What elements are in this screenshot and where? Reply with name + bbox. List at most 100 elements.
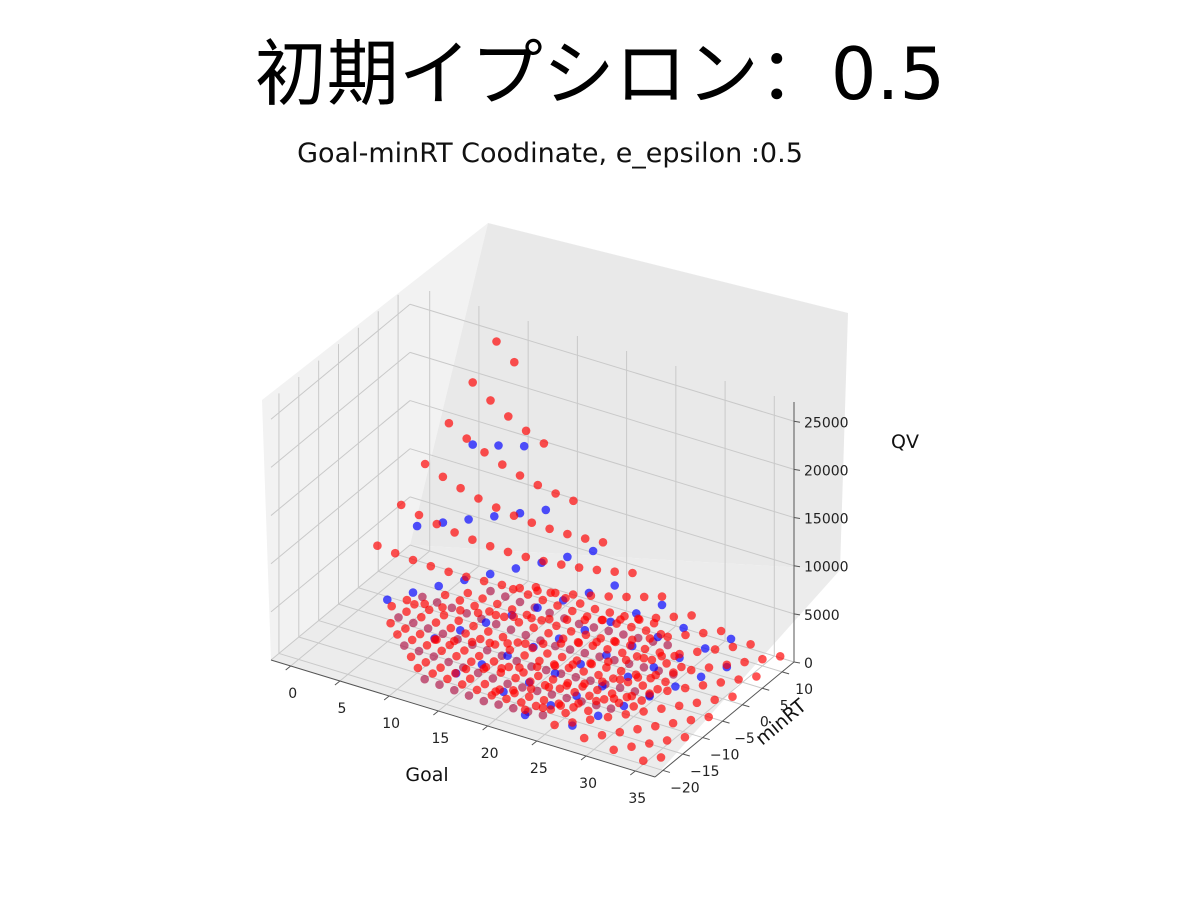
back-pane	[410, 223, 848, 570]
data-point	[545, 524, 554, 534]
data-point	[710, 695, 719, 705]
data-point	[589, 623, 599, 632]
data-point	[566, 627, 576, 636]
data-point	[479, 576, 489, 586]
data-point	[527, 518, 537, 527]
data-point	[538, 703, 548, 712]
data-point	[446, 623, 456, 633]
data-point	[521, 639, 530, 648]
data-point	[452, 651, 461, 661]
data-point	[501, 592, 510, 601]
data-point	[573, 637, 583, 647]
data-point	[563, 678, 573, 688]
data-point	[700, 644, 710, 653]
data-point	[716, 678, 726, 687]
data-point	[564, 663, 574, 673]
data-point	[509, 511, 519, 520]
z-tick-label: 10000	[804, 560, 849, 576]
data-point	[582, 612, 592, 621]
data-point	[462, 434, 472, 443]
z-tick-label: 20000	[804, 463, 849, 479]
y-tick-label: 10	[795, 682, 813, 698]
data-point	[680, 732, 690, 742]
data-point	[598, 677, 607, 686]
data-point	[592, 696, 601, 706]
x-tick-mark	[334, 680, 341, 686]
y-tick-mark	[722, 720, 730, 724]
y-tick-mark	[702, 737, 710, 741]
data-point	[418, 592, 427, 602]
data-point	[548, 675, 558, 684]
data-point	[581, 630, 591, 640]
data-point	[512, 656, 521, 666]
data-point	[728, 642, 738, 652]
data-point	[528, 643, 537, 653]
z-tick-mark	[793, 468, 801, 471]
x-axis-label: Goal	[405, 764, 448, 786]
data-point	[575, 599, 585, 608]
z-tick-mark	[793, 613, 801, 616]
data-point	[588, 546, 598, 556]
data-point	[568, 718, 577, 727]
data-point	[562, 693, 571, 703]
plot-title: Goal-minRT Coodinate, e_epsilon :0.5	[297, 138, 803, 169]
data-point	[515, 597, 525, 607]
data-point	[439, 610, 449, 620]
data-point	[538, 595, 548, 605]
data-point	[597, 730, 607, 740]
data-point	[461, 664, 471, 674]
y-tick-mark	[682, 753, 690, 757]
data-point	[520, 705, 530, 715]
y-tick-mark	[762, 687, 770, 691]
data-point	[547, 690, 557, 699]
data-point	[478, 594, 487, 603]
data-point	[622, 692, 632, 702]
data-point	[669, 668, 678, 677]
y-tick-mark	[662, 769, 671, 773]
data-point	[409, 618, 418, 628]
data-point	[515, 583, 524, 593]
data-point	[402, 595, 412, 605]
data-point	[504, 662, 514, 672]
data-point	[646, 673, 655, 683]
data-point	[485, 569, 495, 579]
data-point	[585, 715, 595, 724]
data-point	[579, 733, 589, 743]
data-point	[489, 657, 499, 666]
data-point	[509, 703, 518, 713]
data-point	[526, 684, 536, 694]
data-point	[593, 711, 603, 721]
data-point	[544, 628, 553, 638]
data-point	[635, 615, 644, 624]
y-tick-label: −5	[734, 731, 755, 747]
data-point	[540, 680, 550, 690]
x-tick-mark	[433, 710, 439, 716]
data-point	[457, 680, 467, 689]
data-point	[468, 535, 477, 544]
data-point	[444, 418, 454, 428]
data-point	[585, 691, 594, 701]
data-point	[421, 658, 431, 667]
data-point	[618, 648, 627, 658]
data-point	[568, 590, 578, 599]
data-point	[423, 624, 433, 633]
tick-labels: 05101520253035−20−15−10−5051005000100001…	[288, 415, 848, 807]
data-point	[562, 615, 572, 624]
data-point	[657, 704, 666, 713]
gridline-x	[290, 550, 431, 667]
data-point	[655, 648, 665, 657]
data-point	[485, 541, 495, 551]
data-point	[495, 685, 505, 694]
data-point	[539, 695, 549, 705]
x-tick-mark	[580, 755, 587, 761]
data-point	[692, 698, 702, 708]
data-point	[704, 712, 713, 722]
data-point	[514, 618, 524, 627]
data-point	[710, 645, 720, 654]
data-point	[461, 629, 470, 638]
x-tick-label: 25	[530, 761, 548, 777]
data-point	[563, 552, 572, 562]
z-tick-mark	[793, 517, 801, 520]
data-point	[472, 685, 482, 695]
data-point	[670, 651, 679, 661]
